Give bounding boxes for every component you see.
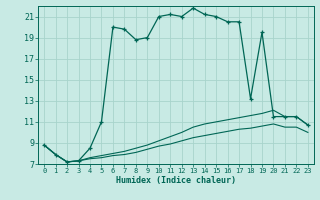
X-axis label: Humidex (Indice chaleur): Humidex (Indice chaleur) [116,176,236,185]
